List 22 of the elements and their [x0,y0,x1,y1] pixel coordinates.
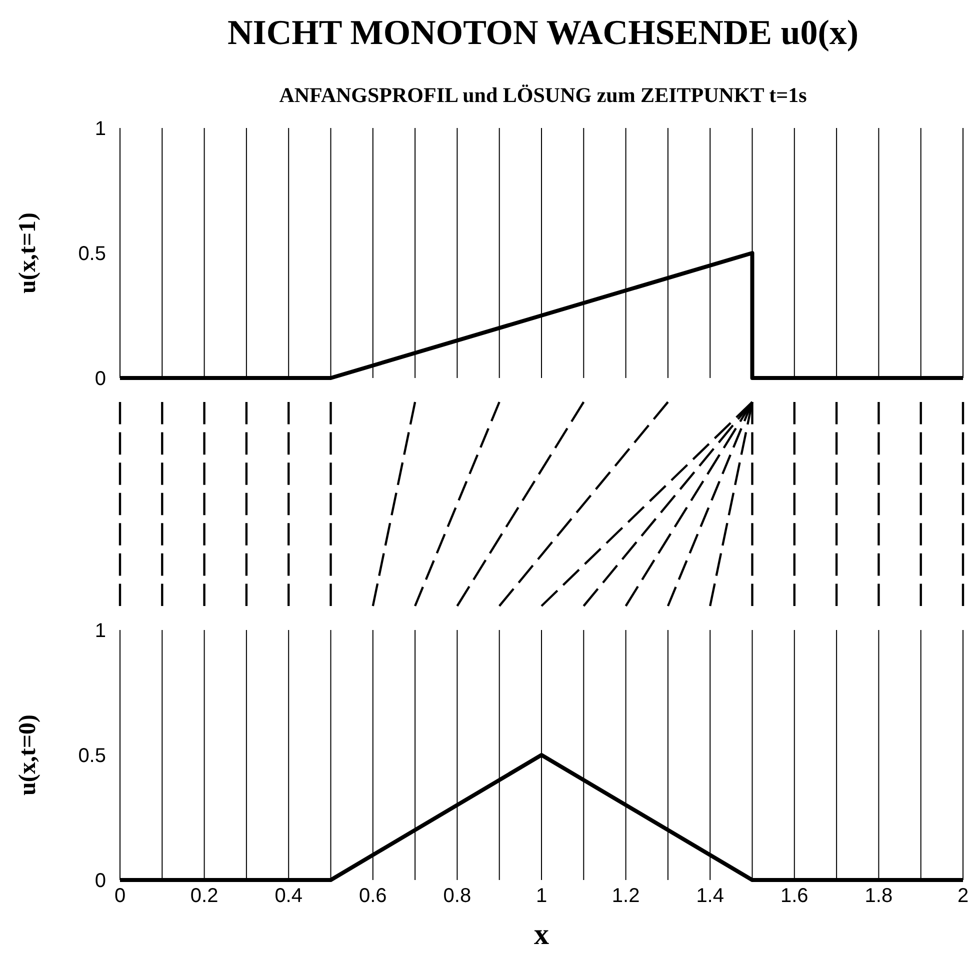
x-tick-label: 2 [957,885,969,907]
x-tick-label: 0.2 [190,885,218,907]
x-tick-label: 1.4 [696,885,724,907]
y-tick-label: 0.5 [78,745,106,767]
y-axis-title: u(x,t=0) [15,714,41,796]
x-tick-label: 0.8 [443,885,472,907]
y-tick-label: 1 [94,620,106,642]
y-tick-label: 0.5 [78,243,106,265]
x-tick-label: 1 [536,885,548,907]
chart-subtitle: ANFANGSPROFIL und LÖSUNG zum ZEITPUNKT t=1s [279,83,807,107]
x-tick-label: 0.6 [358,885,387,907]
y-axis-title: u(x,t=1) [15,212,41,294]
x-tick-label: 0 [114,885,126,907]
chart-title: NICHT MONOTON WACHSENDE u0(x) [227,13,859,52]
x-tick-label: 1.8 [864,885,893,907]
y-tick-label: 0 [94,368,106,390]
x-tick-label: 1.2 [612,885,640,907]
x-tick-label: 1.6 [780,885,808,907]
x-axis-title: x [534,918,549,951]
x-tick-label: 0.4 [274,885,303,907]
y-tick-label: 1 [94,118,106,140]
y-tick-label: 0 [94,870,106,892]
